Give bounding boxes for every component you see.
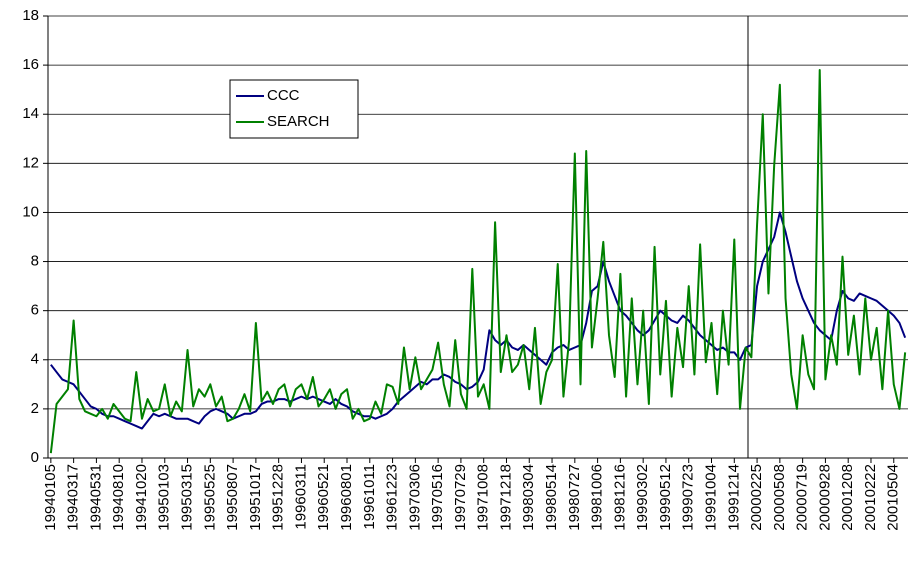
x-tick-label: 19941020 xyxy=(133,464,150,531)
x-tick-label: 19980727 xyxy=(566,464,583,531)
x-tick-label: 20000719 xyxy=(794,464,811,531)
x-tick-label: 19961011 xyxy=(361,464,378,530)
x-tick-label: 20000928 xyxy=(816,464,833,531)
x-tick-label: 19990723 xyxy=(680,464,697,531)
y-tick-label: 16 xyxy=(22,56,39,73)
y-tick-label: 14 xyxy=(22,105,39,122)
x-tick-label: 19940105 xyxy=(42,464,59,531)
legend-label: CCC xyxy=(267,87,300,104)
x-tick-label: 19950525 xyxy=(201,464,218,531)
x-tick-label: 19991214 xyxy=(725,464,742,531)
x-tick-label: 19971218 xyxy=(497,464,514,531)
x-tick-label: 19940531 xyxy=(87,464,104,531)
x-tick-label: 19971008 xyxy=(475,464,492,531)
x-tick-label: 19991004 xyxy=(702,464,719,531)
x-tick-label: 20000508 xyxy=(771,464,788,531)
x-tick-label: 19951017 xyxy=(247,464,264,531)
x-tick-label: 19960521 xyxy=(315,464,332,531)
y-tick-label: 0 xyxy=(31,449,39,466)
x-tick-label: 19980514 xyxy=(543,464,560,531)
x-tick-label: 20000225 xyxy=(748,464,765,531)
x-tick-label: 19981216 xyxy=(611,464,628,531)
x-tick-label: 20010222 xyxy=(862,464,879,531)
x-tick-label: 19950103 xyxy=(156,464,173,531)
x-tick-label: 19980304 xyxy=(520,464,537,531)
x-tick-label: 19951228 xyxy=(270,464,287,531)
y-tick-label: 10 xyxy=(22,203,39,220)
x-tick-label: 19960311 xyxy=(292,464,309,530)
legend: CCC SEARCH xyxy=(229,79,359,139)
x-tick-label: 19961223 xyxy=(384,464,401,531)
y-tick-label: 2 xyxy=(31,400,39,417)
y-tick-label: 8 xyxy=(31,253,39,270)
x-tick-label: 19970306 xyxy=(406,464,423,531)
x-tick-label: 20010504 xyxy=(885,464,902,531)
x-tick-label: 19990512 xyxy=(657,464,674,531)
x-tick-label: 19950807 xyxy=(224,464,241,531)
y-tick-label: 12 xyxy=(22,154,39,171)
x-tick-label: 19990302 xyxy=(634,464,651,531)
x-tick-label: 19960801 xyxy=(338,464,355,531)
series-line xyxy=(49,69,907,454)
legend-box xyxy=(229,79,359,139)
x-tick-label: 19970516 xyxy=(429,464,446,531)
x-tick-label: 19940810 xyxy=(110,464,127,531)
x-tick-label: 19940317 xyxy=(65,464,82,531)
legend-label: SEARCH xyxy=(267,113,330,130)
y-tick-label: 4 xyxy=(31,351,39,368)
y-tick-label: 6 xyxy=(31,302,39,319)
x-tick-label: 19950315 xyxy=(179,464,196,531)
x-tick-label: 20001208 xyxy=(839,464,856,531)
x-tick-label: 19981006 xyxy=(589,464,606,531)
y-tick-label: 18 xyxy=(22,7,39,24)
x-tick-label: 19970729 xyxy=(452,464,469,531)
